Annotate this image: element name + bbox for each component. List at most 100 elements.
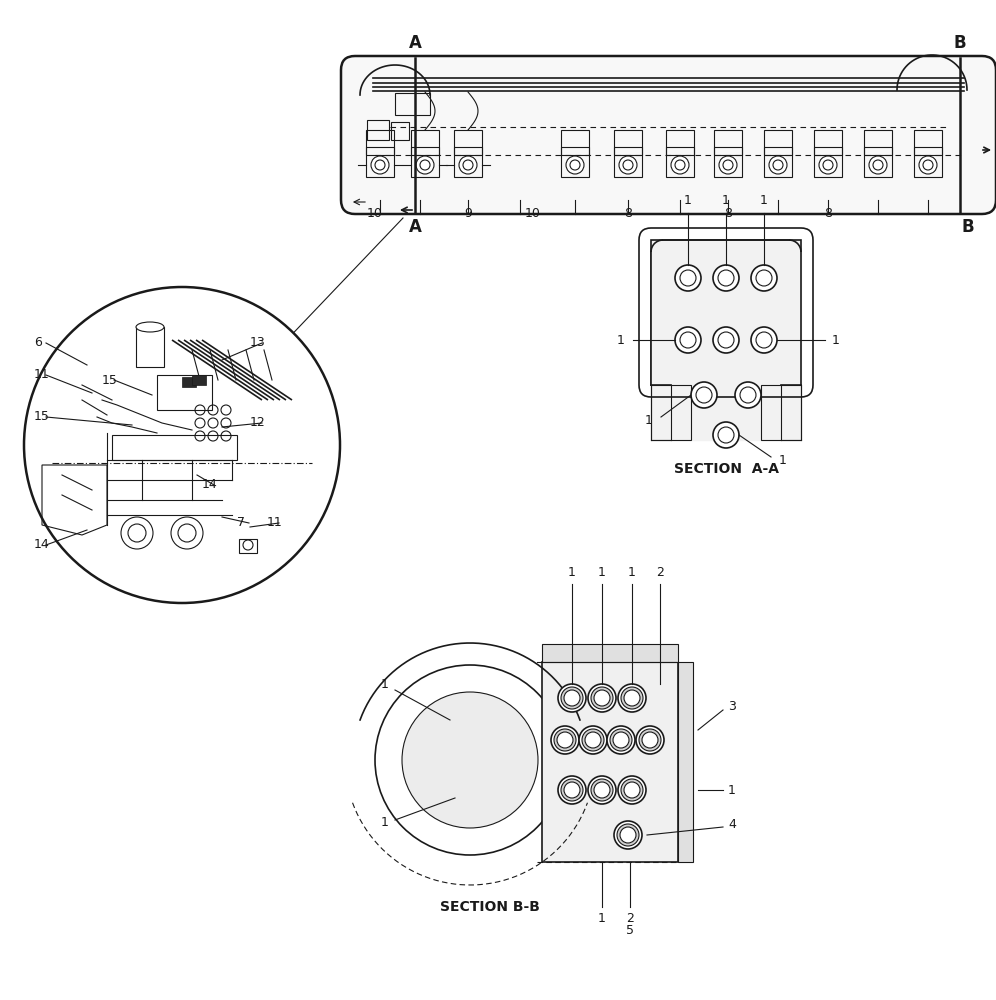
Bar: [814, 130, 842, 155]
Circle shape: [713, 422, 739, 448]
Circle shape: [618, 776, 646, 804]
Circle shape: [620, 827, 636, 843]
Text: 15: 15: [102, 373, 118, 386]
Circle shape: [594, 782, 610, 798]
Bar: [182, 377, 196, 387]
Circle shape: [171, 517, 203, 549]
Text: A: A: [408, 218, 421, 236]
Bar: [651, 385, 691, 440]
Circle shape: [873, 160, 883, 170]
Circle shape: [178, 524, 196, 542]
Circle shape: [675, 160, 685, 170]
Circle shape: [869, 156, 887, 174]
Circle shape: [713, 327, 739, 353]
Circle shape: [624, 690, 640, 706]
Text: 1: 1: [760, 194, 768, 207]
Text: 4: 4: [728, 818, 736, 830]
Text: 11: 11: [34, 368, 50, 381]
Circle shape: [675, 327, 701, 353]
Text: 3: 3: [728, 700, 736, 714]
Circle shape: [740, 387, 756, 403]
Circle shape: [557, 732, 573, 748]
Circle shape: [128, 524, 146, 542]
Circle shape: [579, 726, 607, 754]
Circle shape: [243, 540, 253, 550]
Circle shape: [675, 265, 701, 291]
Text: 2: 2: [626, 912, 633, 925]
Circle shape: [594, 690, 610, 706]
Circle shape: [773, 160, 783, 170]
Text: 8: 8: [724, 207, 732, 220]
Circle shape: [619, 156, 637, 174]
Circle shape: [24, 287, 340, 603]
Circle shape: [642, 732, 658, 748]
Circle shape: [621, 779, 643, 801]
Bar: [542, 662, 678, 862]
Text: 1: 1: [598, 912, 606, 925]
Circle shape: [621, 687, 643, 709]
Bar: [411, 130, 439, 155]
Circle shape: [756, 332, 772, 348]
Bar: [366, 147, 394, 177]
Bar: [239, 539, 257, 553]
Circle shape: [636, 726, 664, 754]
Text: B: B: [954, 34, 966, 52]
Circle shape: [591, 779, 613, 801]
Circle shape: [570, 160, 580, 170]
Circle shape: [819, 156, 837, 174]
Circle shape: [561, 687, 583, 709]
Circle shape: [680, 270, 696, 286]
Circle shape: [696, 387, 712, 403]
Circle shape: [564, 690, 580, 706]
Circle shape: [769, 156, 787, 174]
Text: 1: 1: [779, 454, 787, 468]
Circle shape: [723, 160, 733, 170]
Circle shape: [614, 821, 642, 849]
Circle shape: [591, 687, 613, 709]
Circle shape: [459, 156, 477, 174]
Circle shape: [719, 156, 737, 174]
Circle shape: [588, 776, 616, 804]
Bar: [542, 644, 678, 662]
Circle shape: [639, 729, 661, 751]
Circle shape: [121, 517, 153, 549]
Bar: [157, 375, 212, 410]
Bar: [678, 662, 693, 862]
Circle shape: [610, 729, 632, 751]
Circle shape: [551, 726, 579, 754]
Polygon shape: [651, 252, 801, 440]
Text: 8: 8: [824, 207, 832, 220]
Circle shape: [923, 160, 933, 170]
Text: 1: 1: [598, 566, 606, 579]
Circle shape: [617, 824, 639, 846]
Bar: [864, 147, 892, 177]
Text: 1: 1: [381, 816, 389, 830]
Text: 9: 9: [464, 207, 472, 220]
Bar: [614, 130, 642, 155]
Circle shape: [751, 327, 777, 353]
Bar: [864, 130, 892, 155]
Bar: [764, 147, 792, 177]
Text: 11: 11: [267, 516, 283, 530]
Circle shape: [713, 265, 739, 291]
Circle shape: [371, 156, 389, 174]
Ellipse shape: [136, 322, 164, 332]
Circle shape: [623, 160, 633, 170]
Text: 2: 2: [656, 566, 664, 579]
Bar: [454, 130, 482, 155]
Circle shape: [718, 270, 734, 286]
Bar: [666, 147, 694, 177]
Bar: [914, 130, 942, 155]
Text: 12: 12: [250, 416, 266, 430]
Circle shape: [607, 726, 635, 754]
Text: 14: 14: [202, 479, 218, 491]
Circle shape: [718, 332, 734, 348]
Bar: [391, 122, 409, 140]
Circle shape: [558, 776, 586, 804]
Bar: [714, 147, 742, 177]
Circle shape: [564, 782, 580, 798]
Bar: [764, 130, 792, 155]
Circle shape: [554, 729, 576, 751]
Circle shape: [680, 332, 696, 348]
Text: 1: 1: [568, 566, 576, 579]
